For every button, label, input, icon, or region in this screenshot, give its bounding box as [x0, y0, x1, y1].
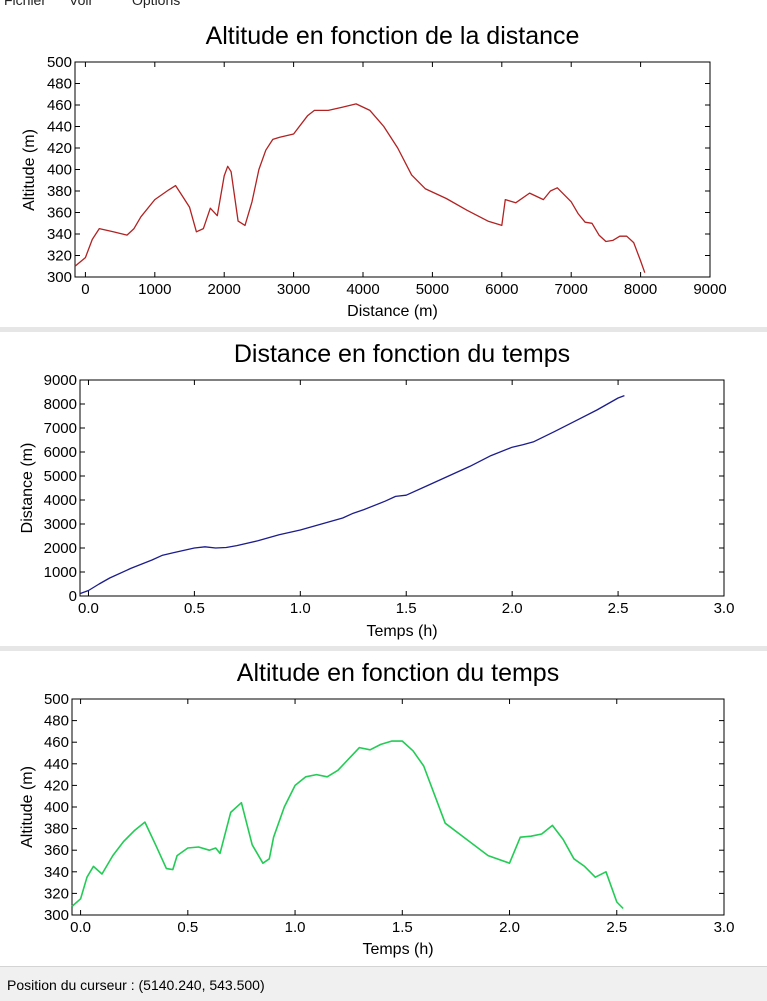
chart-time-y-tick-label: 1000 [44, 564, 77, 581]
chart-time-y-tick-label: 380 [44, 821, 69, 838]
chart-time-y-tick-label: 340 [44, 864, 69, 881]
chart-time-y-tick-label: 460 [44, 734, 69, 751]
chart-distance-y-tick-label: 440 [47, 119, 72, 136]
chart-time-y-tick-label: 320 [44, 885, 69, 902]
chart-distance-y-tick-label: 320 [47, 248, 72, 265]
chart-time-frame [79, 379, 725, 597]
chart-distance-y-tick-label: 300 [47, 269, 72, 286]
chart-time-x-tick-label: 2.0 [499, 919, 520, 936]
menu-options[interactable]: Options [132, 0, 181, 8]
chart-distance-y-tick-label: 340 [47, 226, 72, 243]
chart-distance-x-tick-label: 4000 [346, 281, 379, 298]
chart-distance-x-tick-label: 6000 [485, 281, 518, 298]
chart-time-y-axis-label: Altitude (m) [19, 766, 36, 848]
chart-distance-x-tick-label: 8000 [624, 281, 657, 298]
cursor-position-caption: Position du curseur : [7, 977, 135, 993]
chart-time-y-tick-label: 9000 [44, 372, 77, 389]
panel-separator [0, 327, 767, 332]
cursor-position-value: (5140.240, 543.500) [138, 977, 265, 993]
chart-time-y-tick-label: 6000 [44, 444, 77, 461]
chart-distance-x-tick-label: 1000 [138, 281, 171, 298]
chart-time-y-tick-label: 420 [44, 777, 69, 794]
chart-time-x-tick-label: 1.5 [392, 919, 413, 936]
chart-time-y-tick-label: 5000 [44, 468, 77, 485]
chart-time-x-tick-label: 0.5 [184, 600, 205, 617]
chart-time-title: Distance en fonction du temps [234, 340, 570, 368]
chart-time-y-tick-label: 0 [69, 588, 77, 605]
chart-time-x-tick-label: 0.0 [78, 600, 99, 617]
menu-bar: Fichier Voir Options [0, 0, 767, 10]
chart-time-title: Altitude en fonction du temps [237, 659, 559, 687]
chart-distance-y-tick-label: 380 [47, 183, 72, 200]
chart-time-y-tick-label: 3000 [44, 516, 77, 533]
chart-time-frame [71, 698, 725, 916]
chart-distance-x-tick-label: 9000 [693, 281, 726, 298]
chart-time-y-tick-label: 8000 [44, 396, 77, 413]
chart-distance-y-tick-label: 500 [47, 54, 72, 71]
chart-time-x-tick-label: 2.5 [608, 600, 629, 617]
chart-time-x-tick-label: 0.5 [177, 919, 198, 936]
chart-distance-series-line [74, 103, 646, 273]
chart-distance-y-axis-label: Altitude (m) [21, 129, 38, 211]
chart-time-y-tick-label: 300 [44, 907, 69, 924]
chart-time-series-line [79, 394, 625, 595]
chart-time-y-axis-label: Distance (m) [19, 443, 36, 534]
chart-time-y-tick-label: 440 [44, 756, 69, 773]
chart-time-series-line [71, 740, 624, 910]
chart-distance-x-tick-label: 7000 [555, 281, 588, 298]
chart-time-x-tick-label: 2.5 [606, 919, 627, 936]
chart-distance-x-tick-label: 2000 [208, 281, 241, 298]
chart-time-y-tick-label: 2000 [44, 540, 77, 557]
plot-area: Altitude en fonction de la distance 300 32… [19, 22, 735, 958]
chart-time-y-tick-label: 4000 [44, 492, 77, 509]
chart-distance-frame [74, 61, 711, 278]
chart-distance-x-axis-label: Distance (m) [347, 303, 438, 320]
chart-time-x-tick-label: 1.5 [396, 600, 417, 617]
chart-distance-title: Altitude en fonction de la distance [206, 22, 580, 50]
chart-time-x-tick-label: 3.0 [714, 919, 735, 936]
chart-time-x-tick-label: 1.0 [290, 600, 311, 617]
chart-time-y-tick-label: 400 [44, 799, 69, 816]
chart-time-y-tick-label: 360 [44, 842, 69, 859]
chart-distance-y-tick-label: 360 [47, 205, 72, 222]
panel-separator [0, 646, 767, 651]
menu-voir[interactable]: Voir [69, 0, 94, 8]
chart-time-x-tick-label: 2.0 [502, 600, 523, 617]
chart-time-x-tick-label: 3.0 [714, 600, 735, 617]
cursor-position-label: Position du curseur : (5140.240, 543.500… [7, 977, 265, 993]
status-bar: Position du curseur : (5140.240, 543.500… [0, 966, 767, 1001]
chart-distance-y-tick-label: 460 [47, 97, 72, 114]
chart-distance-y-tick-label: 400 [47, 162, 72, 179]
chart-distance-y-tick-label: 420 [47, 140, 72, 157]
menu-fichier[interactable]: Fichier [4, 0, 47, 8]
chart-time-x-tick-label: 0.0 [70, 919, 91, 936]
chart-time-x-axis-label: Temps (h) [362, 941, 433, 958]
chart-distance-x-tick-label: 3000 [277, 281, 310, 298]
chart-time-x-axis-label: Temps (h) [366, 623, 437, 640]
chart-time-y-tick-label: 480 [44, 713, 69, 730]
chart-distance-x-tick-label: 0 [81, 281, 89, 298]
chart-time-y-tick-label: 7000 [44, 420, 77, 437]
chart-time-x-tick-label: 1.0 [285, 919, 306, 936]
chart-distance-y-tick-label: 480 [47, 76, 72, 93]
chart-time-y-tick-label: 500 [44, 691, 69, 708]
chart-distance-x-tick-label: 5000 [416, 281, 449, 298]
